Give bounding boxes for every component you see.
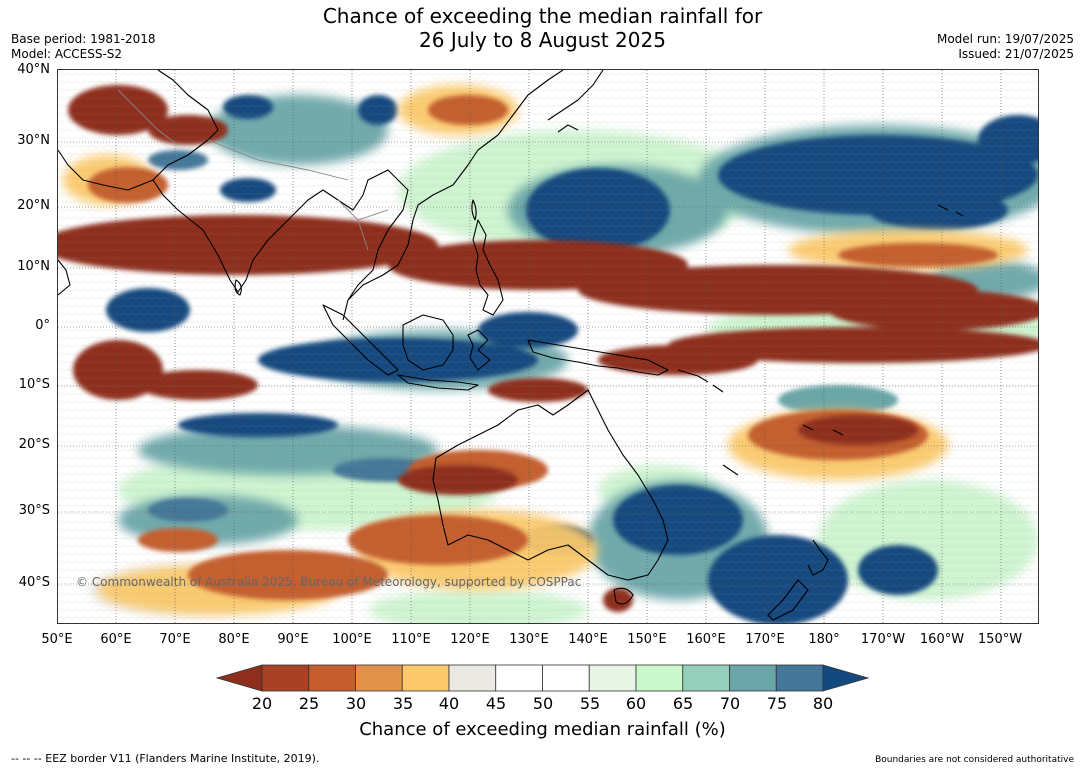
lon-label-60e: 60°E [100,632,132,647]
colorbar-cell [775,664,824,692]
rainfall-map-svg [58,70,1038,623]
lon-label-150w: 150°W [977,632,1023,647]
copyright-notice: © Commonwealth of Australia 2025, Bureau… [76,575,582,589]
lon-label-160w: 160°W [919,632,965,647]
colorbar-tick-45: 45 [485,694,507,713]
rainfall-map [57,69,1039,624]
colorbar-tick-35: 35 [392,694,414,713]
meta-left: Base period: 1981-2018 Model: ACCESS-S2 [11,32,156,62]
lon-label-120e: 120°E [450,632,490,647]
colorbar-tick-65: 65 [672,694,694,713]
colorbar-arrow-low [215,664,263,692]
lat-label-10n: 10°N [17,259,50,274]
colorbar-tick-50: 50 [532,694,554,713]
country-borders [117,89,389,251]
colorbar-cell [588,664,637,692]
map-title: Chance of exceeding the median rainfall … [0,4,1085,52]
colorbar-tick-55: 55 [579,694,601,713]
colorbar [215,664,870,692]
colorbar-tick-30: 30 [345,694,367,713]
lat-label-20s: 20°S [18,437,50,452]
lat-label-10s: 10°S [18,377,50,392]
colorbar-tick-40: 40 [438,694,460,713]
colorbar-cell [261,664,310,692]
colorbar-cell [495,664,543,692]
lon-label-170e: 170°E [745,632,785,647]
colorbar-arrow-high [822,664,870,692]
lat-label-40n: 40°N [17,62,50,77]
lon-label-180: 180° [808,632,840,647]
title-line-1: Chance of exceeding the median rainfall … [322,4,763,28]
lat-label-30n: 30°N [17,133,50,148]
meta-right: Model run: 19/07/2025 Issued: 21/07/2025 [937,32,1074,62]
colorbar-cell [542,664,590,692]
lon-label-100e: 100°E [332,632,372,647]
lon-label-170w: 170°W [860,632,906,647]
lat-label-30s: 30°S [18,503,50,518]
colorbar-cell [355,664,403,692]
issued-text: Issued: 21/07/2025 [958,47,1074,61]
coastlines [58,70,964,621]
colorbar-cell [682,664,730,692]
colorbar-tick-70: 70 [719,694,741,713]
colorbar-tick-80: 80 [812,694,834,713]
lon-label-150e: 150°E [627,632,667,647]
lon-label-130e: 130°E [509,632,549,647]
graticule [58,70,1038,623]
base-period-text: Base period: 1981-2018 [11,32,156,46]
lon-label-90e: 90°E [277,632,309,647]
lon-label-80e: 80°E [218,632,250,647]
rainfall-fields [58,70,1038,623]
colorbar-tick-20: 20 [251,694,273,713]
colorbar-cells [215,664,870,692]
model-text: Model: ACCESS-S2 [11,47,123,61]
colorbar-cell [448,664,497,692]
colorbar-cell [635,664,684,692]
colorbar-cell [308,664,356,692]
lat-label-equator: 0° [35,318,50,333]
colorbar-title: Chance of exceeding median rainfall (%) [359,719,726,740]
lon-label-70e: 70°E [159,632,191,647]
lon-label-50e: 50°E [41,632,73,647]
boundaries-disclaimer: Boundaries are not considered authoritat… [875,755,1074,765]
colorbar-cell [401,664,450,692]
colorbar-cell [729,664,777,692]
colorbar-tick-60: 60 [625,694,647,713]
colorbar-tick-75: 75 [766,694,788,713]
lon-label-140e: 140°E [568,632,608,647]
lat-label-20n: 20°N [17,198,50,213]
lon-label-110e: 110°E [391,632,431,647]
eez-footnote: -- -- -- EEZ border V11 (Flanders Marine… [11,752,320,765]
lat-label-40s: 40°S [18,575,50,590]
title-line-2: 26 July to 8 August 2025 [419,28,666,52]
model-run-text: Model run: 19/07/2025 [936,32,1074,46]
colorbar-tick-25: 25 [298,694,320,713]
lon-label-160e: 160°E [686,632,726,647]
